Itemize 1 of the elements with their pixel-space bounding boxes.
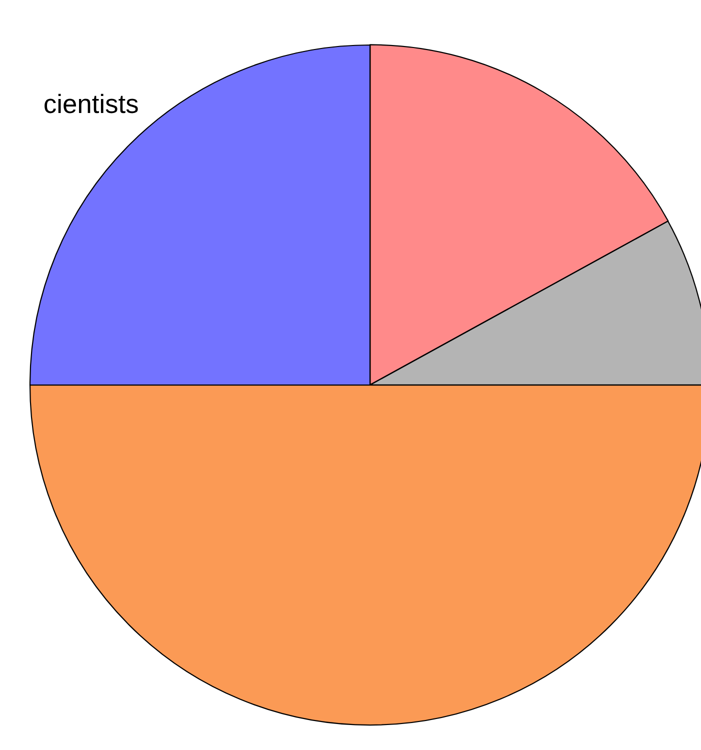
slice-label: cientists — [44, 94, 138, 114]
